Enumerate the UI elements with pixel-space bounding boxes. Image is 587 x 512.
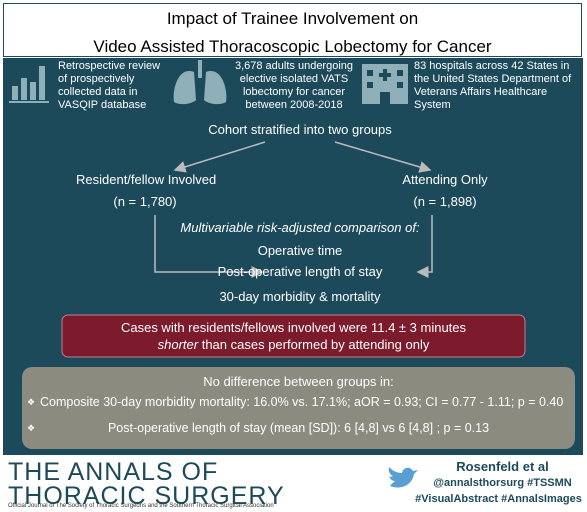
group-n: (n = 1,898) (413, 194, 477, 209)
no-difference-item: Composite 30-day morbidity mortality: 16… (40, 395, 564, 409)
journal-subtitle: Official Journal of The Society of Thora… (8, 503, 274, 509)
finding-part: than cases performed by attending only (198, 337, 430, 352)
no-difference-heading: No difference between groups in: (203, 374, 394, 389)
cohort-heading: Cohort stratified into two groups (208, 122, 392, 137)
finding-part: Cases with residents/fellows involved we… (120, 320, 467, 335)
twitter-icon (388, 467, 418, 488)
outcome: Post-operative length of stay (217, 264, 383, 279)
arrows (154, 141, 433, 278)
comparison-heading: Multivariable risk-adjusted comparison o… (180, 220, 420, 235)
handles: @annalsthorsurg #TSSMN (433, 477, 572, 489)
title-box: Impact of Trainee Involvement on Video A… (3, 3, 582, 57)
lungs-icon (173, 60, 227, 105)
finding-box (61, 314, 526, 358)
title-line: Video Assisted Thoracoscopic Lobectomy f… (93, 37, 492, 56)
summary-text: 3,678 adults undergoing elective isolate… (234, 60, 354, 111)
author: Rosenfeld et al (456, 459, 549, 474)
no-difference-box (22, 367, 575, 449)
journal-name: THE ANNALS OF (8, 458, 219, 486)
summary-text: Retrospective review of prospectively co… (58, 60, 161, 111)
hashtags: #VisualAbstract #AnnalsImages (415, 493, 582, 505)
no-difference-item: Post-operative length of stay (mean [SD]… (107, 421, 490, 435)
title-line: Impact of Trainee Involvement on (166, 9, 419, 28)
finding-text: Cases with residents/fellows involved we… (100, 319, 487, 353)
group-label: Attending Only (402, 172, 488, 187)
summary-text: 83 hospitals across 42 States in the Uni… (414, 60, 572, 111)
bullet: ❖ (27, 423, 36, 433)
hospital-icon (362, 64, 408, 104)
outcome: Operative time (257, 243, 343, 258)
chart-icon (9, 66, 49, 103)
journal-name: THORACIC SURGERY (8, 482, 285, 510)
finding-emphasis: shorter (157, 337, 199, 352)
bullet: ❖ (27, 397, 36, 407)
outcome: 30-day morbidity & mortality (219, 289, 381, 304)
group-n: (n = 1,780) (113, 194, 177, 209)
group-label: Resident/fellow Involved (76, 172, 217, 187)
